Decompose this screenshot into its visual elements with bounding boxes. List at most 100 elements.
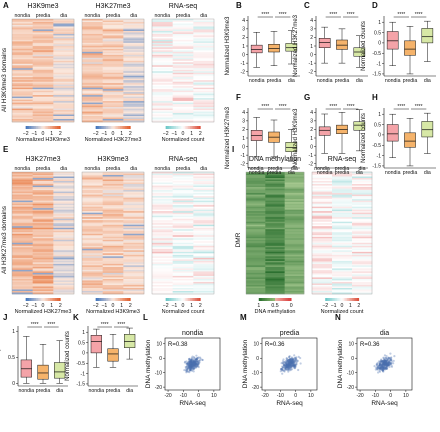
heatmap-cell: [246, 199, 266, 201]
heatmap-cell: [332, 187, 353, 189]
y-tick-label: -2: [241, 70, 246, 76]
scatter-point: [387, 364, 390, 367]
heatmap-cell: [82, 244, 103, 247]
heatmap-cell: [12, 63, 33, 66]
significance-label: ****: [279, 12, 287, 18]
scatter-point: [288, 360, 291, 363]
heatmap-cell: [152, 245, 173, 248]
heatmap-cell: [193, 54, 215, 57]
heatmap-cell: [82, 223, 103, 226]
heatmap-cell: [102, 92, 124, 94]
scatter-point: [382, 362, 385, 365]
heatmap-cell: [193, 232, 215, 235]
heatmap-cell: [246, 221, 266, 224]
heatmap-cell: [53, 190, 75, 192]
scatter-point: [379, 359, 382, 363]
heatmap-cell: [102, 113, 124, 115]
heatmap-cell: [12, 278, 33, 281]
heatmap-cell: [193, 44, 215, 47]
scatter-point: [376, 367, 379, 370]
scatter-point: [192, 365, 196, 368]
scatter-point: [285, 367, 288, 370]
heatmap-cell: [152, 71, 173, 74]
heatmap-cell: [312, 230, 333, 233]
heatmap-cell: [193, 29, 215, 32]
heatmap-cell: [32, 287, 54, 290]
scatter-point: [188, 362, 191, 366]
scatter-point: [190, 358, 193, 362]
scatter-point: [295, 363, 298, 366]
scatter-point: [194, 362, 197, 366]
heatmap-cell: [82, 283, 103, 286]
heatmap-cell: [312, 262, 333, 265]
scatter-point: [388, 361, 391, 364]
legend-tick: 1: [349, 303, 352, 309]
scatter-point: [289, 369, 292, 372]
heatmap-cell: [12, 114, 33, 117]
scatter-point: [289, 361, 292, 364]
scatter-point: [288, 363, 292, 367]
heatmap-cell: [246, 190, 266, 192]
heatmap-cell: [352, 227, 373, 230]
heatmap-cell: [246, 256, 266, 259]
heatmap-cell: [312, 175, 333, 177]
heatmap-cell: [172, 232, 194, 235]
scatter-point: [288, 364, 291, 367]
scatter-point: [385, 364, 388, 367]
row-label: All H3K9me3 domains: [1, 47, 8, 112]
scatter-point: [192, 359, 195, 362]
heatmap-cell: [123, 214, 145, 216]
heatmap-cell: [32, 80, 54, 82]
heatmap-cell: [53, 36, 75, 39]
heatmap-cell: [32, 277, 54, 280]
heatmap-cell: [284, 235, 305, 238]
heatmap-cell: [32, 218, 54, 221]
heatmap-cell: [82, 250, 103, 253]
scatter-point: [383, 358, 386, 362]
heatmap-cell: [172, 259, 194, 262]
scatter-point: [291, 361, 294, 364]
scatter-point: [279, 367, 283, 371]
heatmap-cell: [12, 206, 33, 209]
scatter-point: [285, 368, 288, 371]
x-tick-label: nondia: [317, 78, 333, 84]
heatmap-cell: [352, 203, 373, 206]
heatmap-cell: [82, 175, 103, 177]
heatmap-cell: [332, 233, 353, 236]
scatter-point: [190, 365, 193, 368]
heatmap-cell: [12, 185, 33, 188]
heatmap-cell: [152, 239, 173, 242]
heatmap-cell: [172, 62, 194, 65]
legend-tick: −2: [322, 303, 328, 309]
heatmap-cell: [102, 44, 124, 47]
scatter-title: nondia: [182, 330, 203, 337]
heatmap-cell: [152, 24, 173, 27]
heatmap-cell: [53, 196, 75, 198]
heatmap-cell: [172, 253, 194, 256]
heatmap-cell: [332, 284, 353, 287]
heatmap-cell: [82, 280, 103, 283]
scatter-point: [188, 364, 191, 367]
heatmap-cell: [152, 182, 173, 185]
heatmap-cell: [352, 244, 373, 247]
scatter-point: [382, 366, 385, 369]
heatmap-cell: [193, 107, 215, 109]
heatmap-cell: [172, 92, 194, 94]
heatmap-cell: [123, 208, 145, 210]
scatter-point: [382, 362, 385, 365]
scatter-point: [288, 360, 291, 364]
heatmap-cell: [152, 211, 173, 213]
scatter-point: [290, 362, 293, 365]
legend-swatch: [29, 126, 32, 129]
heatmap-cell: [152, 223, 173, 226]
heatmap-cell: [32, 178, 54, 180]
heatmap-cell: [82, 266, 103, 269]
heatmap-cell: [352, 224, 373, 227]
scatter-point: [188, 365, 191, 368]
heatmap-cell: [102, 51, 124, 54]
scatter-point: [290, 368, 294, 371]
scatter-point: [375, 363, 379, 366]
x-tick-label: dia: [356, 78, 363, 84]
heatmap-cell: [152, 172, 173, 174]
